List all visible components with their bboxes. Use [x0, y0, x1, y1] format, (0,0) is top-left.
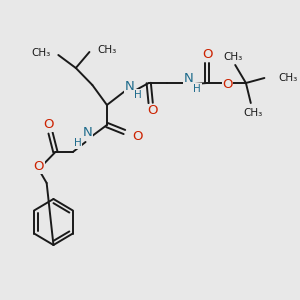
- Text: O: O: [147, 104, 158, 118]
- Text: CH₃: CH₃: [243, 108, 262, 118]
- Text: O: O: [202, 49, 212, 62]
- Text: O: O: [132, 130, 143, 142]
- Text: N: N: [184, 73, 194, 85]
- Text: H: H: [74, 138, 82, 148]
- Text: CH₃: CH₃: [97, 45, 116, 55]
- Text: H: H: [194, 84, 201, 94]
- Text: O: O: [222, 77, 233, 91]
- Text: N: N: [82, 127, 92, 140]
- Text: N: N: [124, 80, 134, 92]
- Text: CH₃: CH₃: [31, 48, 50, 58]
- Text: CH₃: CH₃: [224, 52, 243, 62]
- Text: H: H: [134, 90, 142, 100]
- Text: O: O: [44, 118, 54, 131]
- Text: O: O: [34, 160, 44, 173]
- Text: CH₃: CH₃: [278, 73, 297, 83]
